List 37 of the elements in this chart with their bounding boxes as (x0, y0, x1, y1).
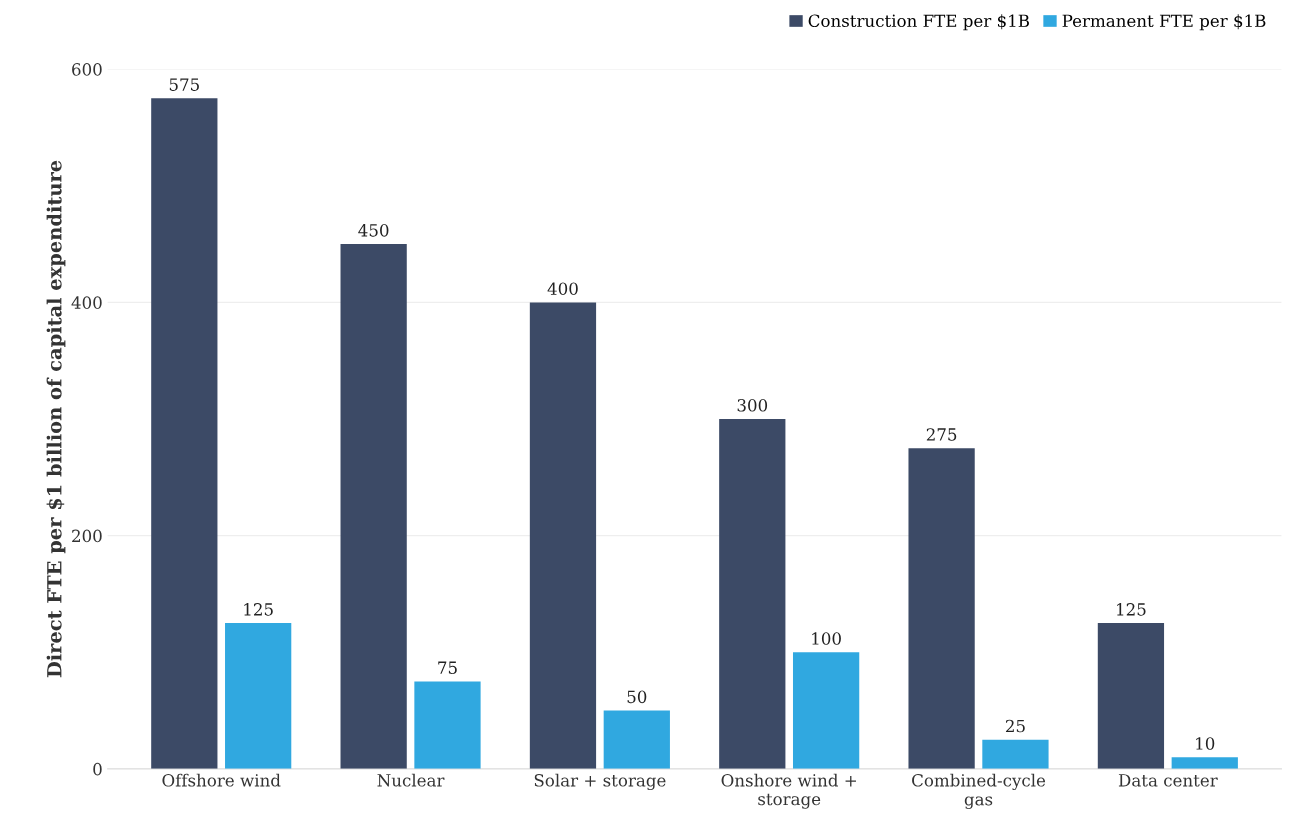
data-label: 575 (169, 78, 199, 91)
data-label: 300 (737, 399, 768, 412)
x-tick-label: Data center (1118, 774, 1218, 787)
y-axis-title: Direct FTE per $1 billion of capital expenditure (46, 160, 66, 678)
data-label: 100 (812, 632, 841, 645)
bar (908, 448, 975, 769)
legend-label: Construction FTE per $1B (808, 14, 1029, 31)
data-label: 125 (1117, 603, 1146, 616)
bar (603, 710, 670, 769)
legend-label: Permanent FTE per $1B (1062, 14, 1266, 31)
x-tick-label: Solar + storage (534, 773, 666, 791)
x-tick-label: Onshore wind + storage (721, 773, 856, 809)
y-tick-label: 200 (72, 529, 102, 543)
bar (982, 739, 1049, 769)
data-label: 275 (926, 428, 957, 441)
data-label: 50 (627, 690, 647, 704)
x-tick-label: Combined-cycle gas (912, 773, 1046, 809)
bar (719, 419, 786, 769)
data-label: 75 (438, 661, 457, 674)
bar (529, 302, 597, 769)
bar (1097, 623, 1165, 769)
y-tick-label: 400 (71, 296, 102, 309)
y-tick-label: 0 (93, 762, 102, 776)
data-label: 10 (1196, 737, 1215, 750)
bar (414, 681, 481, 769)
bar (1171, 757, 1238, 769)
data-label: 400 (547, 282, 578, 295)
data-label: 450 (358, 224, 389, 237)
y-tick-label: 600 (72, 63, 102, 76)
data-label: 25 (1005, 719, 1025, 733)
data-label: 125 (244, 603, 273, 616)
bar (225, 623, 292, 769)
bar (151, 98, 218, 769)
bar (792, 652, 860, 769)
bar (340, 244, 407, 769)
x-tick-label: Offshore wind (162, 773, 281, 787)
x-tick-label: Nuclear (377, 773, 445, 787)
